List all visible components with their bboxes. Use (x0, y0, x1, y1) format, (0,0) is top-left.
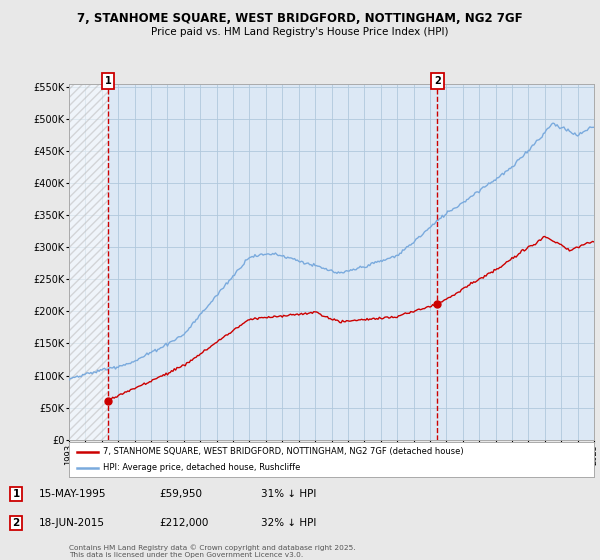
Text: 32% ↓ HPI: 32% ↓ HPI (261, 518, 316, 528)
Text: 2: 2 (13, 518, 20, 528)
Text: 7, STANHOME SQUARE, WEST BRIDGFORD, NOTTINGHAM, NG2 7GF (detached house): 7, STANHOME SQUARE, WEST BRIDGFORD, NOTT… (103, 447, 464, 456)
Text: 18-JUN-2015: 18-JUN-2015 (39, 518, 105, 528)
Bar (69, 84, 108, 440)
Text: 1: 1 (13, 489, 20, 499)
Text: £59,950: £59,950 (159, 489, 202, 499)
Text: 1: 1 (104, 76, 111, 86)
Text: 7, STANHOME SQUARE, WEST BRIDGFORD, NOTTINGHAM, NG2 7GF: 7, STANHOME SQUARE, WEST BRIDGFORD, NOTT… (77, 12, 523, 25)
Text: HPI: Average price, detached house, Rushcliffe: HPI: Average price, detached house, Rush… (103, 463, 301, 472)
Text: 31% ↓ HPI: 31% ↓ HPI (261, 489, 316, 499)
Text: Price paid vs. HM Land Registry's House Price Index (HPI): Price paid vs. HM Land Registry's House … (151, 27, 449, 37)
Text: £212,000: £212,000 (159, 518, 208, 528)
Text: 2: 2 (434, 76, 441, 86)
Text: 15-MAY-1995: 15-MAY-1995 (39, 489, 107, 499)
Text: Contains HM Land Registry data © Crown copyright and database right 2025.
This d: Contains HM Land Registry data © Crown c… (69, 545, 356, 558)
